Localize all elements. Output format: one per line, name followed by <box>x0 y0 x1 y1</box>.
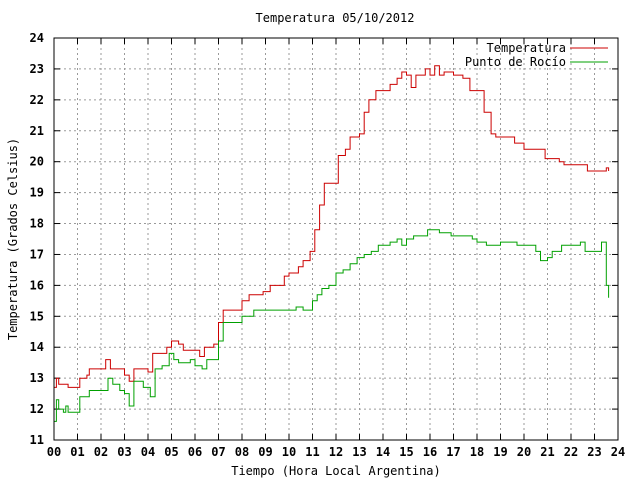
x-tick-label: 05 <box>164 445 178 459</box>
x-tick-label: 11 <box>305 445 319 459</box>
x-tick-label: 17 <box>446 445 460 459</box>
series-line-temperatura <box>54 65 610 388</box>
y-tick-label: 22 <box>30 93 44 107</box>
y-tick-label: 21 <box>30 124 44 138</box>
y-tick-label: 12 <box>30 402 44 416</box>
y-tick-label: 14 <box>30 340 44 354</box>
x-tick-label: 02 <box>94 445 108 459</box>
legend-label-temperatura: Temperatura <box>487 41 566 55</box>
x-tick-label: 18 <box>470 445 484 459</box>
x-tick-label: 21 <box>540 445 554 459</box>
y-tick-label: 18 <box>30 217 44 231</box>
series-line-punto-de-rocio <box>54 229 610 422</box>
x-tick-label: 01 <box>70 445 84 459</box>
x-tick-label: 14 <box>376 445 390 459</box>
x-tick-label: 12 <box>329 445 343 459</box>
x-tick-label: 22 <box>564 445 578 459</box>
x-tick-label: 16 <box>423 445 437 459</box>
y-tick-label: 16 <box>30 278 44 292</box>
series-layer <box>54 65 610 422</box>
x-tick-label: 23 <box>587 445 601 459</box>
legend-label-punto-de-rocio: Punto de Rocío <box>465 55 566 69</box>
y-tick-label: 20 <box>30 155 44 169</box>
x-tick-label: 06 <box>188 445 202 459</box>
chart-title: Temperatura 05/10/2012 <box>256 11 415 25</box>
x-tick-label: 24 <box>611 445 625 459</box>
x-tick-label: 19 <box>493 445 507 459</box>
y-tick-label: 11 <box>30 433 44 447</box>
y-tick-label: 17 <box>30 247 44 261</box>
y-tick-label: 15 <box>30 309 44 323</box>
y-tick-label: 19 <box>30 186 44 200</box>
x-axis-label: Tiempo (Hora Local Argentina) <box>231 464 441 478</box>
x-tick-label: 07 <box>211 445 225 459</box>
y-tick-label: 24 <box>30 31 44 45</box>
y-tick-label: 13 <box>30 371 44 385</box>
x-tick-label: 15 <box>399 445 413 459</box>
legend: Temperatura Punto de Rocío <box>465 41 608 69</box>
x-tick-label: 00 <box>47 445 61 459</box>
x-tick-label: 09 <box>258 445 272 459</box>
axis-ticks: 00 01 02 03 04 05 06 07 08 09 10 11 12 13 14 15 16 17 18 19… <box>30 31 626 459</box>
y-tick-label: 23 <box>30 62 44 76</box>
x-tick-label: 04 <box>141 445 155 459</box>
x-tick-label: 03 <box>117 445 131 459</box>
x-tick-label: 20 <box>517 445 531 459</box>
x-tick-label: 13 <box>352 445 366 459</box>
y-axis-label: Temperatura (Grados Celsius) <box>6 138 20 340</box>
x-tick-label: 10 <box>282 445 296 459</box>
plot-frame <box>53 37 619 441</box>
x-tick-label: 08 <box>235 445 249 459</box>
